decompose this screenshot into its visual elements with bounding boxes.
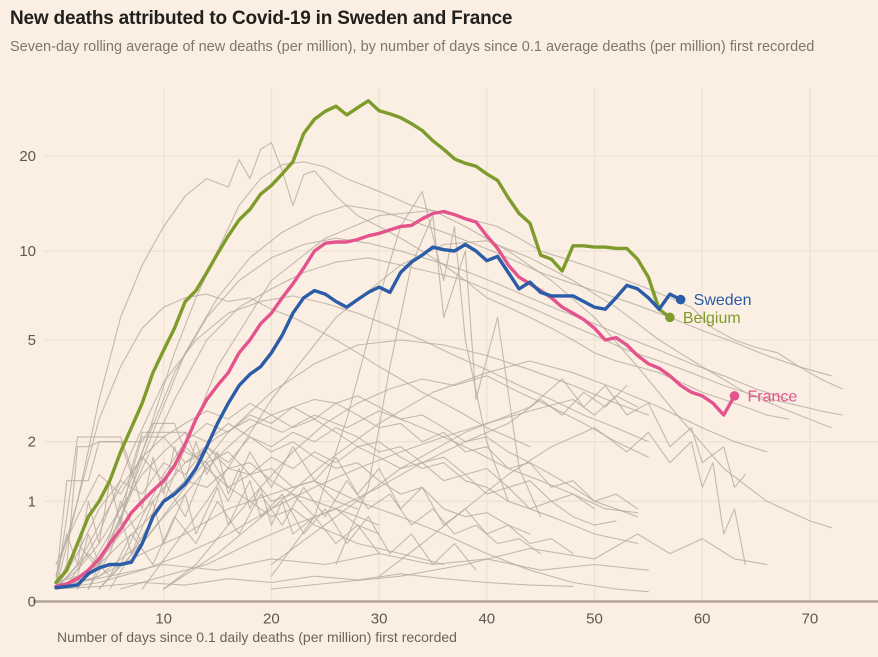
other-country-line-27: [55, 480, 649, 593]
series-end-dot-france: [729, 391, 740, 401]
other-country-line-15: [378, 427, 746, 577]
other-country-line-36: [163, 375, 649, 590]
other-country-line-14: [270, 378, 746, 566]
other-country-line-9: [87, 204, 832, 590]
other-country-line-35: [55, 441, 380, 577]
series-end-label-sweden: Sweden: [694, 292, 752, 309]
series-line-sweden: [54, 242, 683, 590]
other-country-line-13: [335, 215, 542, 566]
other-country-line-3: [109, 209, 832, 590]
other-country-line-30: [55, 553, 649, 587]
other-country-line-22: [55, 573, 574, 590]
series-line-belgium: [54, 99, 672, 585]
other-country-line-2: [55, 142, 789, 590]
series-end-label-france: France: [748, 388, 798, 405]
other-country-line-25: [55, 480, 542, 590]
other-country-line-12: [270, 190, 509, 577]
y-tick-label: 20: [19, 148, 36, 165]
x-tick-label: 70: [802, 611, 819, 628]
other-country-line-37: [55, 395, 639, 590]
y-tick-label: 10: [19, 243, 36, 260]
other-country-line-11: [76, 237, 789, 590]
other-country-line-20: [55, 436, 445, 590]
series-end-label-belgium: Belgium: [683, 310, 741, 327]
x-tick-label: 60: [694, 611, 711, 628]
other-country-line-6: [66, 295, 649, 587]
chart-subtitle: Seven-day rolling average of new deaths …: [10, 39, 815, 55]
series-end-dot-sweden: [675, 294, 686, 305]
y-tick-label: 5: [28, 332, 36, 349]
y-tick-label: 0: [28, 594, 36, 611]
other-country-line-10: [55, 293, 531, 577]
other-country-line-8: [163, 360, 768, 590]
x-tick-label: 50: [586, 611, 603, 628]
y-tick-label: 2: [28, 434, 36, 451]
other-country-line-26: [55, 402, 639, 590]
x-axis-caption: Number of days since 0.1 daily deaths (p…: [57, 629, 457, 645]
other-country-line-4: [141, 240, 832, 590]
other-country-line-16: [270, 533, 768, 590]
x-tick-label: 30: [371, 611, 388, 628]
chart-title: New deaths attributed to Covid-19 in Swe…: [10, 8, 513, 29]
other-country-line-5: [76, 257, 843, 590]
other-country-line-7: [98, 339, 649, 590]
other-country-line-21: [55, 395, 639, 590]
series-end-dot-belgium: [665, 312, 675, 323]
x-tick-label: 10: [155, 611, 172, 628]
series-line-france: [54, 209, 737, 589]
y-tick-label: 1: [28, 493, 36, 510]
other-country-line-23: [55, 422, 531, 587]
x-tick-label: 20: [263, 611, 280, 628]
x-tick-label: 40: [478, 611, 495, 628]
other-country-line-31: [55, 446, 380, 566]
other-country-line-32: [55, 480, 477, 590]
other-country-line-19: [55, 446, 617, 584]
